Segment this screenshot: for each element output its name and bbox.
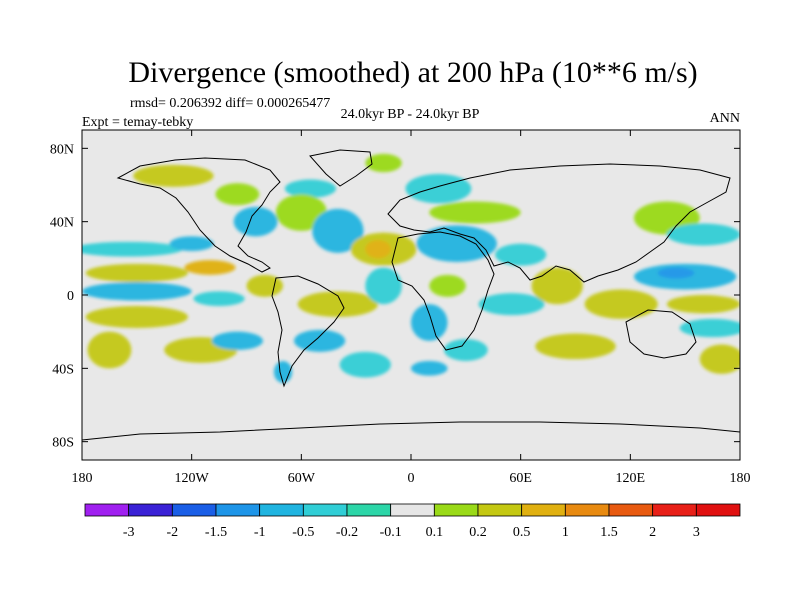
- contour-region: [495, 243, 547, 266]
- contour-region: [429, 274, 466, 297]
- y-tick-label: 80S: [52, 436, 74, 451]
- colorbar-box: [171, 503, 217, 517]
- contour-region: [535, 333, 616, 360]
- x-tick-label: 120E: [616, 471, 646, 486]
- colorbar-box: [608, 503, 654, 517]
- season-text: ANN: [710, 111, 740, 126]
- colorbar-box: [84, 503, 130, 517]
- north-america-coastline: [116, 157, 281, 273]
- contour-region: [294, 329, 346, 352]
- antarctica-coastline: [82, 421, 740, 441]
- greenland-coastline: [309, 149, 373, 187]
- colorbar-box: [433, 503, 479, 517]
- coastlines: [82, 149, 740, 441]
- contour-region: [365, 267, 402, 305]
- south-america-coastline: [271, 275, 345, 388]
- x-tick-label: 180: [72, 471, 93, 486]
- colorbar-label: -1: [254, 525, 266, 540]
- colorbar-box: [346, 503, 392, 517]
- contour-region: [85, 306, 189, 328]
- colorbar-box: [564, 503, 610, 517]
- colorbar-label: 0.1: [426, 525, 444, 540]
- contour-region: [87, 331, 132, 369]
- colorbar-label: -0.2: [336, 525, 358, 540]
- chart-title: Divergence (smoothed) at 200 hPa (10**6 …: [128, 56, 697, 89]
- period-text: 24.0kyr BP - 24.0kyr BP: [341, 107, 480, 122]
- colorbar-box: [128, 503, 173, 517]
- colorbar-box: [652, 503, 697, 517]
- contour-region: [429, 201, 521, 224]
- contour-region: [365, 240, 391, 259]
- colorbar-label: -0.1: [380, 525, 402, 540]
- contour-region: [211, 331, 263, 351]
- x-tick-label: 120W: [175, 471, 210, 486]
- colorbar-label: -0.5: [292, 525, 314, 540]
- contour-region: [405, 174, 472, 204]
- colorbar-label: -1.5: [205, 525, 227, 540]
- contour-region: [666, 223, 740, 246]
- contour-region: [411, 304, 448, 341]
- colorbar-box: [521, 503, 566, 517]
- contour-region: [184, 260, 236, 275]
- colorbar-label: 0.2: [469, 525, 487, 540]
- contour-region: [699, 344, 740, 374]
- colorbar-box: [477, 503, 523, 517]
- contour-region: [133, 164, 214, 187]
- contour-region: [193, 291, 245, 306]
- africa-coastline: [391, 231, 495, 351]
- contour-region: [246, 274, 284, 297]
- colorbar-box: [302, 503, 348, 517]
- contour-region: [657, 267, 695, 279]
- contour-region: [275, 194, 327, 231]
- contour-region: [312, 208, 364, 253]
- x-tick-label: 60W: [288, 471, 316, 486]
- australia-coastline: [625, 309, 697, 359]
- colorbar-label: 1.5: [600, 525, 618, 540]
- contour-region: [416, 225, 497, 262]
- colorbar-box: [215, 503, 261, 517]
- contour-region: [297, 291, 379, 317]
- contour-region: [339, 351, 391, 378]
- y-tick-label: 40N: [50, 216, 74, 231]
- contour-region: [169, 236, 214, 252]
- y-tick-label: 40S: [52, 362, 74, 377]
- contour-region: [679, 318, 740, 338]
- contour-region: [215, 183, 260, 206]
- colorbar-label: 3: [693, 525, 700, 540]
- colorbar-label: -3: [123, 525, 135, 540]
- colorbar-label: 2: [649, 525, 656, 540]
- contour-region: [666, 295, 740, 314]
- contour-region: [584, 289, 658, 319]
- colorbar-box: [390, 503, 435, 517]
- contour-region: [82, 282, 192, 301]
- contour-region: [478, 293, 545, 316]
- x-tick-label: 180: [730, 471, 751, 486]
- colorbar-box: [695, 503, 741, 517]
- y-tick-label: 80N: [50, 142, 74, 157]
- contour-region: [233, 207, 278, 237]
- colorbar-label: 1: [562, 525, 569, 540]
- eurasia-coastline: [387, 163, 731, 283]
- x-tick-label: 60E: [509, 471, 532, 486]
- contour-region: [85, 263, 189, 283]
- x-tick-label: 0: [408, 471, 415, 486]
- contour-region: [82, 241, 183, 257]
- contour-region: [531, 267, 583, 305]
- contour-region: [411, 361, 448, 376]
- colorbar-label: 0.5: [513, 525, 531, 540]
- colorbar-box: [259, 503, 304, 517]
- y-tick-label: 0: [67, 289, 74, 304]
- expt-text: Expt = temay-tebky: [82, 115, 193, 130]
- colorbar-label: -2: [166, 525, 178, 540]
- stats-text: rmsd= 0.206392 diff= 0.000265477: [130, 96, 330, 111]
- contour-region: [284, 179, 337, 198]
- contour-region: [443, 339, 488, 361]
- contour-region: [365, 153, 402, 173]
